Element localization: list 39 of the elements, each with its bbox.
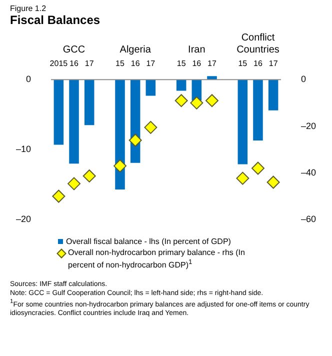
- x-tick-label: 17: [84, 59, 94, 68]
- chart-title: Fiscal Balances: [10, 13, 102, 27]
- chart-subtitle: Figure 1.2: [10, 4, 48, 13]
- x-tick-label: 16: [130, 59, 140, 68]
- y2-tick-label: –20: [300, 120, 316, 131]
- legend-label: Overall fiscal balance - lhs (In percent of GDP): [66, 237, 231, 247]
- x-tick-label: 15: [238, 59, 248, 68]
- y-tick-label: –10: [16, 144, 32, 154]
- text: Iran: [188, 44, 206, 56]
- y2-tick-label: 0: [300, 74, 306, 84]
- y-tick-label: 0: [26, 74, 32, 84]
- point: [266, 176, 280, 189]
- text: Algeria: [120, 44, 152, 56]
- point: [174, 94, 188, 108]
- x-tick-label: 16: [192, 59, 202, 68]
- point: [82, 169, 96, 182]
- x-tick-label: 16: [254, 59, 263, 68]
- y2-tick-label: –40: [300, 167, 316, 178]
- text: Conflict Countries: [236, 32, 280, 56]
- x-tick-label: 16: [70, 59, 80, 68]
- point: [190, 96, 204, 110]
- x-tick-label: 2015: [50, 59, 68, 68]
- point: [236, 172, 250, 185]
- y2-tick-label: –60: [300, 214, 316, 224]
- point: [251, 162, 264, 175]
- x-tick-label: 17: [208, 59, 217, 68]
- x-tick-label: 17: [268, 59, 278, 68]
- x-tick-label: 15: [116, 59, 126, 68]
- point: [52, 190, 66, 203]
- x-tick-label: 15: [176, 59, 186, 68]
- legend-label: Overall non-hydrocarbon primary balance - rhs (In percent of non-hydrocarbon GDP)$^{1}$: [68, 248, 246, 271]
- point: [205, 94, 218, 108]
- text: GCC: [62, 44, 86, 56]
- point: [114, 159, 127, 172]
- y-tick-label: –20: [16, 214, 32, 224]
- point: [128, 134, 142, 147]
- point: [68, 177, 81, 190]
- x-tick-label: 17: [146, 59, 156, 68]
- point: [144, 120, 158, 134]
